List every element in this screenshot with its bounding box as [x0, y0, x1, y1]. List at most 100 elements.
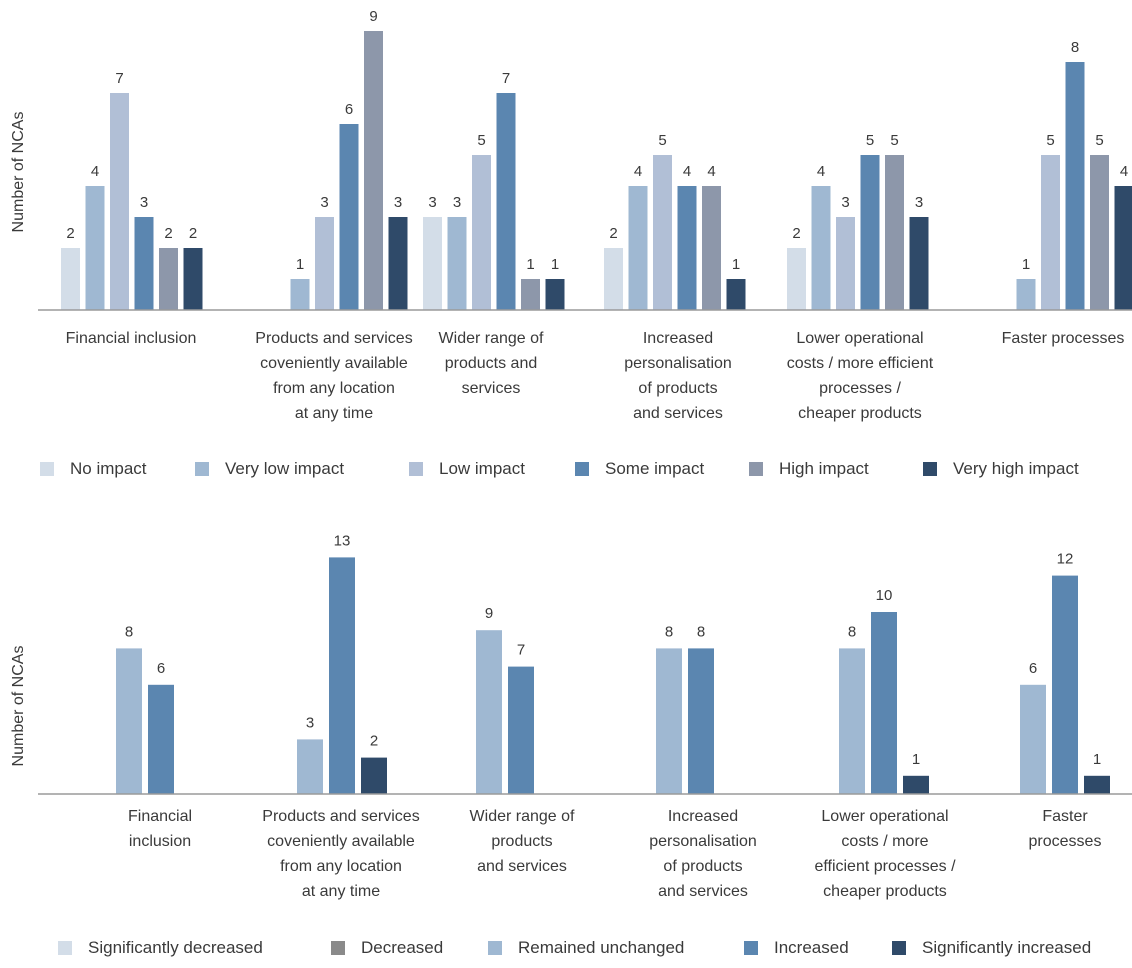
chart2-category-label: Faster processes — [1029, 808, 1102, 850]
chart1-bar — [447, 217, 467, 310]
chart1-bar — [1114, 186, 1132, 310]
chart2-legend-swatch — [744, 941, 758, 955]
chart2-bar — [656, 648, 682, 794]
chart2-category-label-line: cheaper products — [823, 883, 947, 900]
chart1-bar — [604, 248, 623, 310]
chart1-category-label: Increased personalisation of products and s… — [624, 330, 732, 422]
chart2-category-label-line: from any location — [280, 858, 402, 875]
chart1-bar-value-label: 3 — [915, 194, 923, 211]
chart2-category-label-line: Wider range of — [470, 808, 575, 825]
chart1-bar-value-label: 2 — [189, 225, 197, 242]
chart2-bar — [508, 666, 534, 794]
chart1-bar-value-label: 4 — [634, 163, 642, 180]
chart1-bar-value-label: 4 — [91, 163, 99, 180]
chart1-category-label-line: at any time — [295, 405, 373, 422]
chart2-y-axis-label: Number of NCAs — [10, 646, 27, 767]
chart2-bar — [116, 648, 142, 794]
chart1-legend-label: High impact — [779, 459, 869, 478]
chart1-bar-value-label: 3 — [320, 194, 328, 211]
chart1-bar — [677, 186, 697, 310]
chart1-bar-value-label: 5 — [477, 132, 485, 149]
chart1-y-axis-label: Number of NCAs — [10, 112, 27, 233]
chart2-bar-value-label: 8 — [848, 623, 856, 640]
chart1-category-label-line: Wider range of — [439, 330, 544, 347]
chart1-category-label: Products and services coveniently availab… — [255, 330, 412, 422]
chart2-category-label-line: Faster — [1042, 808, 1088, 825]
chart1-category-label-line: Faster processes — [1002, 330, 1125, 347]
chart1-bar — [702, 186, 721, 310]
chart1-bar — [909, 217, 929, 310]
chart1-bar-value-label: 3 — [394, 194, 402, 211]
chart2-category-label-line: Products and services — [262, 808, 419, 825]
chart1-bar — [885, 155, 904, 310]
chart1-legend-label: No impact — [70, 459, 147, 478]
chart2-bar-value-label: 12 — [1057, 551, 1074, 568]
chart1-bar — [726, 279, 746, 310]
chart1-bar-value-label: 7 — [115, 70, 123, 87]
chart1-legend-label: Low impact — [439, 459, 525, 478]
chart2-category-label-line: products — [491, 833, 552, 850]
chart1-category-label: Wider range of products and services — [439, 330, 544, 397]
chart1-bar — [653, 155, 672, 310]
chart1-bar-value-label: 5 — [1095, 132, 1103, 149]
chart1-legend-swatch — [40, 462, 54, 476]
chart2-bar-value-label: 1 — [1093, 751, 1101, 768]
chart2-legend-label: Remained unchanged — [518, 938, 684, 957]
chart2-category-label-line: processes — [1029, 833, 1102, 850]
chart2-category-label: Products and services coveniently availab… — [262, 808, 419, 900]
chart2-bar-value-label: 9 — [485, 605, 493, 622]
chart2-bar — [1052, 575, 1078, 794]
chart1-category-label-line: cheaper products — [798, 405, 922, 422]
chart1-category-label-line: Products and services — [255, 330, 412, 347]
chart2-legend-label: Significantly increased — [922, 938, 1091, 957]
chart1-bar — [85, 186, 105, 310]
chart2-bar-value-label: 6 — [1029, 660, 1037, 677]
chart2-category-label-line: and services — [477, 858, 567, 875]
chart1-category-label: Lower operational costs / more efficient p… — [787, 330, 934, 422]
chart1-bar-value-label: 4 — [817, 163, 825, 180]
chart2-bar — [871, 612, 897, 794]
chart2-category-label-line: efficient processes / — [814, 858, 956, 875]
chart2-bar-value-label: 2 — [370, 733, 378, 750]
chart1-legend-swatch — [409, 462, 423, 476]
chart1-bar — [339, 124, 359, 310]
chart2-category-label-line: personalisation — [649, 833, 757, 850]
chart2-category-label-line: Increased — [668, 808, 738, 825]
chart1-bar — [290, 279, 310, 310]
chart1-category-label-line: products and — [445, 355, 538, 372]
chart1-bar-value-label: 4 — [1120, 163, 1128, 180]
chart2-category-label: Financial inclusion — [128, 808, 192, 850]
chart1-bar — [423, 217, 442, 310]
chart1-bar-value-label: 5 — [1046, 132, 1054, 149]
chart1-bar — [1041, 155, 1060, 310]
chart2-category-label-line: at any time — [302, 883, 380, 900]
chart1-bar-value-label: 1 — [526, 256, 534, 273]
chart1-category-label-line: personalisation — [624, 355, 732, 372]
chart1-legend-label: Some impact — [605, 459, 704, 478]
chart1-bar-value-label: 7 — [502, 70, 510, 87]
chart1-category-label: Faster processes — [1002, 330, 1125, 347]
chart2-legend-label: Increased — [774, 938, 849, 957]
chart1-bar — [811, 186, 831, 310]
chart1-legend-swatch — [923, 462, 937, 476]
chart1-bar — [836, 217, 855, 310]
chart1-legend-label: Very high impact — [953, 459, 1079, 478]
chart1-bar — [110, 93, 129, 310]
chart1-bar — [521, 279, 540, 310]
chart2-bar — [329, 557, 355, 794]
chart1-bar-value-label: 1 — [1022, 256, 1030, 273]
chart1-bar-value-label: 3 — [140, 194, 148, 211]
chart2-legend-swatch — [331, 941, 345, 955]
chart1-bar — [1090, 155, 1109, 310]
chart2-category-label: Wider range of products and services — [470, 808, 575, 875]
chart1-bar-value-label: 5 — [866, 132, 874, 149]
chart2-bar — [1084, 775, 1110, 794]
chart2-category-label-line: of products — [663, 858, 742, 875]
chart1-category-label-line: Financial inclusion — [66, 330, 197, 347]
chart1-bar-value-label: 5 — [890, 132, 898, 149]
chart2-legend-label: Decreased — [361, 938, 443, 957]
chart1-category-label-line: services — [462, 380, 521, 397]
chart2-bar — [839, 648, 865, 794]
chart1-bar — [315, 217, 334, 310]
